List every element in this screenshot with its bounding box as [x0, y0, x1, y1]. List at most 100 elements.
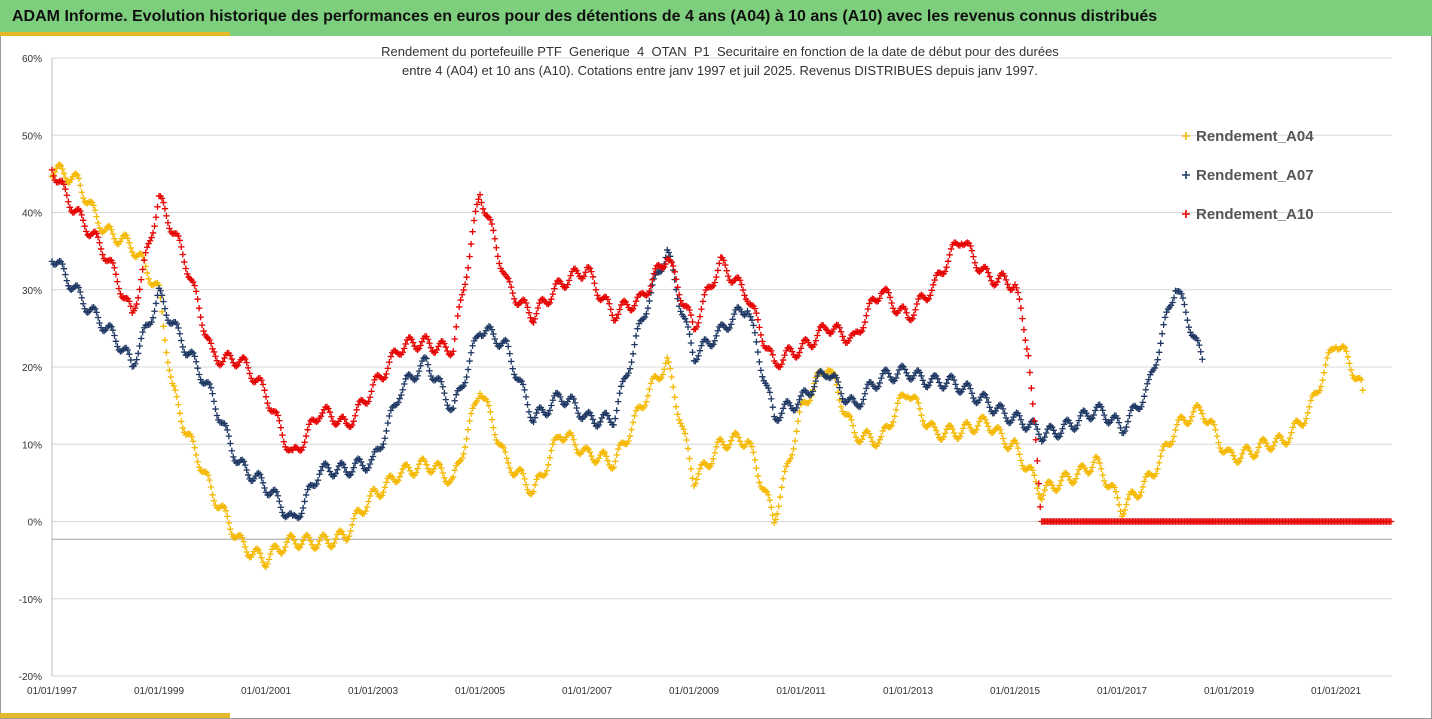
data-point [736, 277, 744, 284]
data-point [708, 460, 716, 467]
data-point [1019, 315, 1026, 322]
data-point [1209, 418, 1216, 425]
data-point [1307, 397, 1314, 404]
data-point [134, 350, 142, 357]
data-point [1173, 421, 1181, 428]
data-point [279, 509, 286, 516]
data-point [644, 291, 652, 298]
data-point [301, 439, 308, 446]
data-point [1016, 412, 1023, 419]
data-point [858, 436, 866, 443]
data-point [274, 492, 282, 499]
data-point [1089, 464, 1096, 471]
data-point [255, 546, 262, 554]
data-point [726, 324, 733, 332]
data-point [1267, 446, 1274, 454]
data-point [1028, 384, 1035, 392]
data-point [91, 207, 99, 214]
data-point [863, 385, 870, 392]
data-point [860, 432, 867, 439]
data-point [1115, 419, 1123, 426]
data-point [686, 331, 693, 338]
data-point [206, 476, 213, 484]
data-point [1001, 410, 1008, 417]
data-point [121, 231, 129, 238]
data-point [724, 272, 732, 280]
data-point [151, 280, 158, 288]
data-point [558, 398, 565, 405]
data-point [772, 516, 779, 523]
data-point [259, 479, 267, 487]
data-point [710, 341, 717, 348]
data-point [754, 472, 762, 480]
data-point [892, 406, 900, 413]
data-point [1155, 459, 1163, 466]
data-point [1017, 416, 1025, 423]
data-point [952, 381, 959, 388]
data-point [253, 545, 261, 552]
data-point [842, 399, 849, 406]
data-point [521, 475, 528, 483]
data-point [175, 401, 182, 408]
data-point [1031, 472, 1038, 479]
data-point [794, 400, 802, 408]
data-point [111, 264, 118, 271]
data-point [754, 316, 762, 323]
data-point [781, 351, 788, 359]
data-point [568, 432, 576, 439]
data-point [815, 327, 823, 334]
data-point [1236, 458, 1243, 465]
data-point [889, 378, 897, 385]
data-point [137, 276, 145, 283]
data-point [811, 383, 818, 390]
data-point [441, 474, 448, 482]
data-point [179, 343, 186, 351]
data-point [903, 309, 910, 317]
data-point [751, 329, 759, 336]
data-point [292, 540, 299, 548]
data-point [834, 389, 842, 396]
data-point [148, 234, 155, 241]
data-point [1158, 447, 1166, 454]
data-point [1346, 360, 1353, 367]
data-point [317, 467, 325, 474]
data-point [80, 300, 87, 307]
data-point [980, 390, 987, 397]
data-point [383, 370, 390, 378]
data-point [497, 265, 505, 272]
x-tick-label: 01/01/2009 [669, 686, 719, 697]
data-point [369, 381, 377, 389]
data-point [588, 412, 595, 419]
data-point [194, 458, 201, 465]
data-point [344, 536, 351, 543]
data-point [976, 268, 983, 275]
data-point [643, 398, 650, 405]
data-point [464, 366, 472, 373]
data-point [1347, 366, 1355, 374]
data-point [1123, 501, 1130, 508]
chart-subtitle-line-2: entre 4 (A04) et 10 ans (A10). Cotations… [402, 63, 1038, 78]
data-point [1072, 425, 1080, 432]
data-point [222, 422, 230, 429]
data-point [692, 480, 699, 487]
data-point [594, 292, 601, 299]
data-point [438, 378, 445, 385]
data-point [919, 417, 927, 425]
data-point [381, 374, 389, 381]
data-point [684, 445, 692, 452]
data-point [466, 357, 473, 365]
data-point [839, 333, 846, 340]
data-point [277, 504, 285, 511]
data-point [711, 337, 719, 344]
data-point [604, 457, 612, 464]
data-point [916, 405, 924, 412]
data-point [1139, 483, 1147, 491]
data-point [771, 519, 778, 527]
data-point [684, 303, 692, 311]
data-point [1255, 444, 1262, 451]
data-point [889, 418, 897, 426]
data-point [1228, 448, 1236, 456]
grid-lines [51, 57, 1392, 677]
data-point [669, 383, 677, 391]
data-point [317, 413, 325, 420]
